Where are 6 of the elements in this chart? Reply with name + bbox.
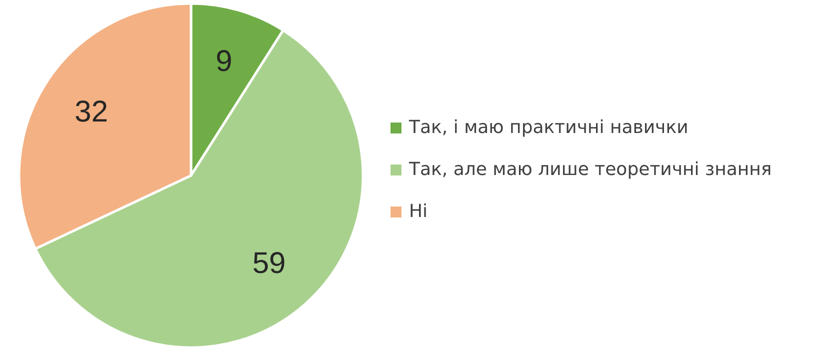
data-label: 59: [252, 247, 286, 280]
data-label: 32: [74, 95, 108, 128]
legend-label: Так, але маю лише теоретичні знання: [408, 159, 772, 180]
legend-label: Так, і маю практичні навички: [408, 117, 688, 138]
legend-label: Ні: [409, 201, 428, 222]
data-label: 9: [216, 45, 232, 78]
